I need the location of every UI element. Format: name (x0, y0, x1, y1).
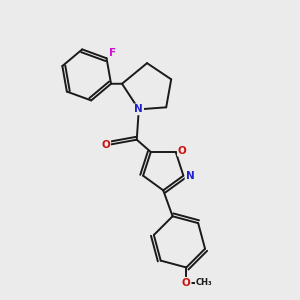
Text: O: O (101, 140, 110, 150)
Text: O: O (178, 146, 187, 155)
Text: CH₃: CH₃ (196, 278, 212, 287)
Text: N: N (185, 171, 194, 181)
Text: N: N (134, 104, 143, 114)
Text: O: O (182, 278, 191, 288)
Text: F: F (109, 48, 116, 58)
